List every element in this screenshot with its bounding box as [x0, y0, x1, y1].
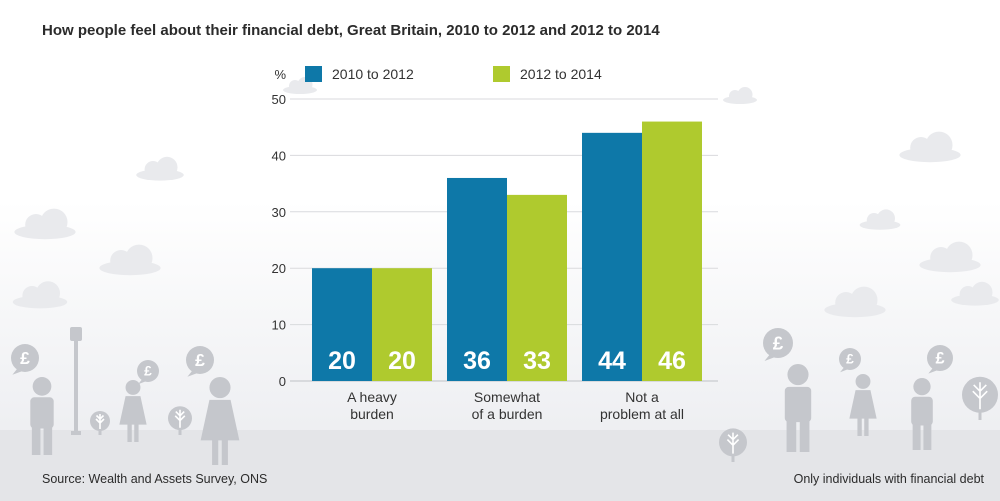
y-tick-label: 50 — [272, 92, 286, 107]
data-label: 46 — [658, 347, 686, 375]
legend-swatch — [305, 66, 322, 82]
cloud — [723, 87, 757, 104]
bar — [642, 121, 702, 381]
cloud — [283, 77, 317, 94]
y-tick-label: 30 — [272, 205, 286, 220]
woman-figure — [849, 374, 877, 436]
data-label: 36 — [463, 347, 491, 375]
svg-text:£: £ — [20, 348, 30, 368]
street-lamp — [70, 327, 82, 435]
pound-bubble-icon: £ — [11, 344, 39, 375]
pound-bubble-icon: £ — [186, 346, 214, 377]
svg-text:£: £ — [144, 364, 152, 379]
man-figure — [784, 364, 812, 452]
data-label: 33 — [523, 347, 551, 375]
legend-label: 2012 to 2014 — [520, 66, 602, 82]
bar — [507, 194, 567, 381]
svg-text:£: £ — [773, 332, 784, 353]
bar — [447, 177, 507, 381]
cloud — [99, 244, 161, 276]
cloud — [951, 281, 999, 306]
y-axis-unit-label: % — [274, 67, 286, 82]
svg-text:£: £ — [195, 350, 205, 370]
data-label: 44 — [598, 347, 626, 375]
data-label: 20 — [388, 347, 416, 375]
cloud — [919, 241, 981, 273]
cloud — [859, 209, 901, 230]
tree — [90, 411, 110, 435]
pound-bubble-icon: £ — [763, 328, 793, 361]
cloud — [899, 131, 961, 163]
tree — [719, 428, 747, 462]
y-tick-label: 20 — [272, 261, 286, 276]
chart-title: How people feel about their financial de… — [42, 22, 660, 39]
tree — [962, 376, 998, 420]
data-label: 20 — [328, 347, 356, 375]
bar — [582, 132, 642, 381]
pound-bubble-icon: £ — [137, 360, 159, 385]
pound-bubble-icon: £ — [927, 345, 953, 374]
svg-text:£: £ — [935, 349, 944, 367]
svg-text:£: £ — [846, 352, 854, 367]
x-category-label: burden — [350, 406, 394, 422]
cloud — [824, 286, 886, 318]
woman-figure — [200, 377, 240, 465]
source-note: Source: Wealth and Assets Survey, ONS — [42, 472, 268, 486]
cloud — [14, 208, 76, 240]
x-category-label: problem at all — [600, 406, 684, 422]
population-note: Only individuals with financial debt — [793, 472, 984, 486]
man-figure — [911, 378, 933, 450]
pound-bubble-icon: £ — [839, 348, 861, 373]
x-category-label: Not a — [625, 389, 659, 405]
y-tick-label: 10 — [272, 318, 286, 333]
cloud — [12, 281, 68, 309]
ground — [0, 430, 1000, 501]
woman-figure — [119, 380, 147, 442]
bar — [372, 268, 432, 381]
x-category-label: of a burden — [472, 406, 543, 422]
y-tick-label: 0 — [279, 374, 286, 389]
x-category-label: Somewhat — [474, 389, 540, 405]
man-figure — [30, 377, 54, 455]
legend-swatch — [493, 66, 510, 82]
legend-label: 2010 to 2012 — [332, 66, 414, 82]
tree — [168, 406, 192, 435]
y-tick-label: 40 — [272, 148, 286, 163]
x-category-label: A heavy — [347, 389, 397, 405]
bar — [312, 268, 372, 381]
cloud — [136, 156, 184, 181]
